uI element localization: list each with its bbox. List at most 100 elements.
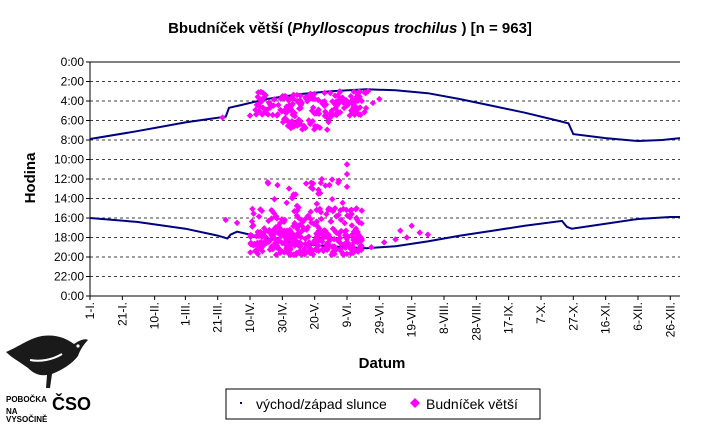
- observation-point: [289, 100, 296, 107]
- x-tick-label: 30-IV.: [275, 302, 289, 333]
- observation-point: [335, 177, 343, 184]
- observation-point: [260, 241, 268, 249]
- observation-point: [301, 245, 308, 252]
- x-tick-label: 28-VIII.: [469, 302, 483, 341]
- observation-point: [271, 225, 279, 233]
- x-tick-label: 16-XI.: [599, 302, 613, 334]
- observation-point: [315, 242, 322, 249]
- y-tick-label: 10:00: [54, 153, 84, 167]
- observation-point: [247, 249, 254, 256]
- y-tick-label: 8:00: [61, 133, 85, 147]
- observation-point: [343, 161, 351, 168]
- observation-point: [248, 218, 256, 225]
- observation-point: [358, 242, 365, 250]
- observation-point: [272, 213, 280, 220]
- observation-point: [302, 240, 309, 248]
- observation-point: [392, 236, 399, 243]
- observation-point: [290, 251, 297, 258]
- observation-point: [302, 180, 310, 187]
- observation-point: [298, 222, 306, 230]
- observation-point: [256, 107, 263, 115]
- observation-point: [330, 226, 338, 233]
- observation-point: [319, 246, 326, 253]
- observation-point: [307, 208, 314, 216]
- observation-point: [302, 124, 309, 132]
- observation-point: [306, 120, 314, 128]
- observation-point: [328, 251, 335, 258]
- observation-point: [255, 89, 262, 96]
- observation-point: [310, 240, 317, 247]
- observation-point: [352, 206, 359, 213]
- observation-point: [272, 251, 280, 259]
- x-tick-label: 27-X.: [566, 302, 580, 331]
- observation-point: [315, 229, 323, 237]
- observation-point: [295, 204, 302, 211]
- observation-point: [326, 181, 333, 189]
- observation-point: [328, 176, 336, 183]
- observation-point: [319, 238, 326, 245]
- observation-point: [337, 245, 344, 252]
- observation-point: [337, 109, 344, 116]
- observation-point: [288, 118, 296, 125]
- observation-point: [312, 246, 319, 253]
- logo-text-na: NA: [6, 407, 18, 416]
- plot-area: 0:00 2:00 4:00 6:00 8:00 10:00 12:00 14:00 16:00…: [54, 55, 681, 341]
- observation-point: [340, 205, 347, 213]
- observation-point: [249, 205, 256, 213]
- observation-point: [313, 200, 321, 208]
- observation-point: [290, 121, 297, 129]
- observation-point: [343, 250, 351, 258]
- observation-point: [285, 185, 293, 192]
- observation-point: [341, 98, 348, 106]
- observation-point: [261, 225, 268, 232]
- observation-point: [275, 101, 282, 109]
- observation-point: [343, 170, 351, 178]
- x-tick-label: 21-I.: [115, 302, 129, 326]
- observation-point: [307, 184, 315, 191]
- observation-point: [305, 243, 312, 250]
- observation-point: [364, 88, 372, 95]
- observation-point: [257, 229, 265, 236]
- observation-point: [340, 241, 347, 248]
- observation-point: [408, 222, 415, 229]
- observation-point: [317, 208, 325, 216]
- legend-diamond-marker: [410, 398, 420, 408]
- bird-eye: [76, 344, 80, 348]
- observation-point: [268, 215, 275, 222]
- observation-point: [321, 89, 328, 97]
- title-text-count: ) [n = 963]: [457, 20, 532, 37]
- observation-point: [329, 195, 336, 203]
- x-tick-label: 10-IV.: [243, 302, 257, 333]
- x-tick-label: 9-VI.: [340, 302, 354, 327]
- observation-point: [281, 249, 288, 256]
- sunrise-line: [89, 216, 680, 250]
- observation-point: [233, 219, 241, 227]
- observation-point: [279, 118, 287, 126]
- y-tick-label: 2:00: [61, 75, 85, 89]
- observation-point: [380, 239, 388, 246]
- observation-point: [297, 101, 305, 109]
- observation-point: [349, 231, 356, 238]
- observation-point: [277, 95, 284, 102]
- observation-point: [258, 111, 266, 118]
- observation-point: [323, 126, 331, 133]
- observation-point: [342, 232, 349, 239]
- observation-point: [296, 248, 303, 255]
- observation-point: [278, 232, 285, 240]
- observation-point: [356, 93, 363, 100]
- y-tick-label: 4:00: [61, 94, 85, 108]
- observation-point: [269, 111, 276, 119]
- observation-point: [332, 246, 340, 253]
- observation-point: [416, 229, 423, 236]
- observation-point: [277, 106, 284, 114]
- observation-point: [356, 88, 363, 95]
- observation-point: [348, 222, 356, 229]
- observation-point: [314, 107, 322, 114]
- observation-point: [358, 207, 365, 214]
- observation-point: [358, 235, 365, 243]
- logo-text-pobocka: POBOČKA: [6, 395, 47, 404]
- observation-point: [274, 181, 281, 189]
- observation-point: [325, 205, 332, 212]
- observation-point: [335, 230, 343, 238]
- observation-point: [312, 123, 319, 131]
